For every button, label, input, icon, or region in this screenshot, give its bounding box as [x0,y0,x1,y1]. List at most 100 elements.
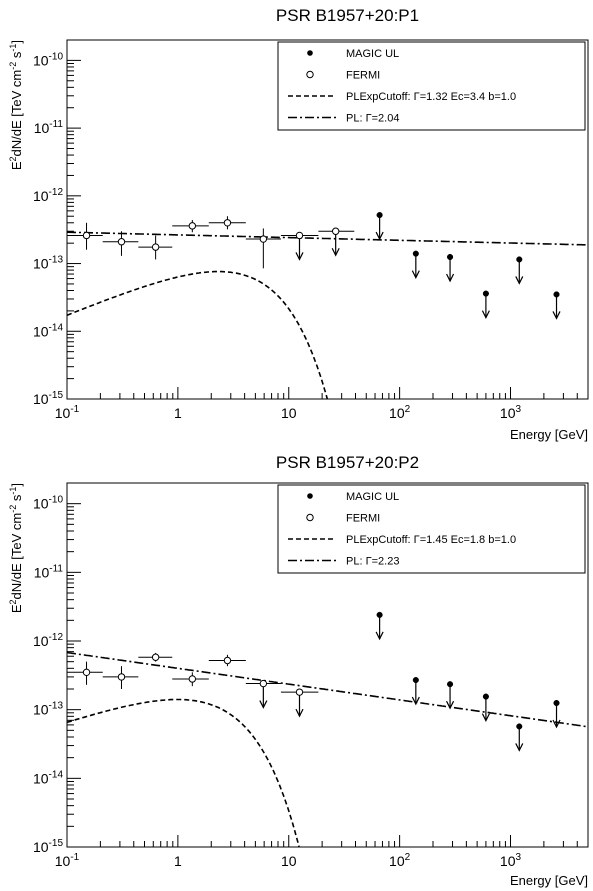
x-tick-label: 10-1 [55,404,80,421]
magic-ul-point [482,693,489,700]
magic-ul-point [482,290,489,297]
x-tick-label-base: 10 [55,405,71,421]
x-tick-label-base: 10 [55,853,71,869]
y-axis-label-part: 2 [8,156,18,161]
magic-ul-arrow-head [446,700,455,710]
y-axis-label-part: ] [9,483,24,487]
magic-ul-arrow-head [515,276,524,285]
x-tick-label-exp: 3 [516,852,522,863]
x-tick-label-base: 10 [281,405,297,421]
x-tick-label-exp: 2 [405,404,411,415]
model-curve-plexpcutoff [67,270,329,399]
legend-label: PL: Γ=2.04 [346,113,399,125]
y-tick-label-exp: -11 [49,563,63,574]
x-tick-label-base: 10 [389,853,405,869]
magic-ul-arrow-head [515,743,524,752]
y-axis-label-part: ] [9,40,24,44]
fermi-point [223,219,232,227]
y-tick-label: 10-15 [33,390,63,407]
x-tick-label: 102 [389,852,411,869]
y-tick-label: 10-11 [34,563,64,580]
y-tick-label: 10-15 [33,838,63,855]
x-tick-label-base: 1 [174,853,182,869]
fermi-point [331,227,340,235]
fermi-ul-arrow-head [331,247,340,257]
fermi-point [117,238,126,246]
x-tick-label-base: 10 [281,853,297,869]
fermi-point [188,675,197,683]
legend-label: PLExpCutoff: Γ=1.32 Ec=3.4 b=1.0 [346,91,516,103]
legend-label: PLExpCutoff: Γ=1.45 Ec=1.8 b=1.0 [346,534,516,546]
y-axis-label-part: 2 [8,599,18,604]
y-tick-label-base: 10 [33,188,49,204]
y-axis-label: E2dN/dE [TeV cm-2 s-1] [8,40,24,170]
y-tick-label-exp: -13 [49,255,64,266]
magic-ul-arrow-head [481,713,490,722]
fermi-ul-arrow-head [295,252,304,261]
y-tick-label-base: 10 [34,120,50,136]
y-tick-label-base: 10 [34,564,50,580]
y-tick-label: 10-13 [33,701,63,718]
fermi-point [117,673,126,681]
x-axis-label: Energy [GeV] [510,873,588,888]
magic-ul-arrow-head [552,719,561,729]
y-tick-label: 10-13 [33,255,63,272]
legend-marker-filled [307,50,313,56]
y-axis-label-part: E [9,161,24,170]
y-tick-label-base: 10 [33,839,49,855]
model-curve-plexpcutoff [67,698,300,847]
y-tick-label-base: 10 [33,256,49,272]
x-tick-label: 10 [281,405,297,421]
y-tick-label: 10-10 [33,495,63,512]
x-tick-label-exp: -1 [70,404,79,415]
legend-marker-open [306,513,314,522]
model-curve-pl [67,651,588,728]
legend-marker-open [306,70,314,79]
magic-ul-arrow-head [446,273,455,283]
magic-ul-point [553,291,560,298]
y-tick-label-exp: -12 [49,187,64,198]
magic-ul-arrow-head [481,310,490,319]
magic-ul-point [412,676,419,684]
magic-ul-point [553,699,560,707]
y-axis-label-part: -2 [8,505,18,513]
fermi-point [223,656,232,665]
y-tick-label-exp: -15 [49,838,64,849]
x-tick-label-base: 1 [174,405,182,421]
fermi-point [295,231,304,240]
magic-ul-arrow-head [375,631,384,641]
y-tick-label-exp: -10 [49,495,64,506]
fermi-point [151,653,160,661]
chart-title: PSR B1957+20:P2 [276,453,419,472]
x-tick-label: 1 [174,853,182,869]
x-tick-label: 10-1 [55,852,80,869]
y-tick-label-exp: -12 [49,632,64,643]
x-tick-label-exp: 2 [405,852,411,863]
y-tick-label-exp: -11 [49,119,63,130]
legend-label: FERMI [346,70,380,82]
y-tick-label: 10-12 [33,632,63,649]
y-tick-label: 10-14 [33,322,63,339]
magic-ul-point [376,611,383,618]
y-tick-label-base: 10 [33,702,49,718]
y-tick-label-exp: -10 [49,51,64,62]
y-tick-label-base: 10 [33,770,49,786]
y-tick-label: 10-11 [34,119,64,136]
y-tick-label: 10-14 [33,769,63,786]
magic-ul-point [447,681,454,688]
x-tick-label-base: 10 [500,405,516,421]
model-curve-pl [67,231,588,246]
fermi-point [259,235,268,243]
magic-ul-point [516,723,523,730]
x-tick-label: 103 [500,404,522,421]
y-axis-label-part: s [9,494,24,505]
fermi-point [82,231,91,240]
y-tick-label-base: 10 [33,52,49,68]
y-axis-label-part: s [9,51,24,62]
fermi-point [82,668,91,677]
x-axis-label: Energy [GeV] [510,427,588,442]
legend-label: FERMI [346,513,380,525]
y-tick-label-base: 10 [33,633,49,649]
magic-ul-arrow-head [411,270,420,279]
